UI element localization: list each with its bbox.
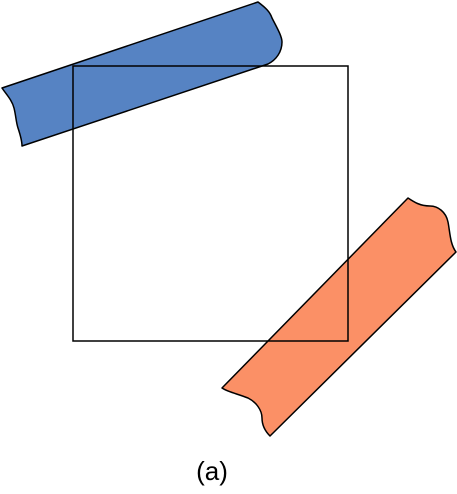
orange-tape-strip bbox=[222, 198, 456, 436]
figure-caption: (a) bbox=[196, 456, 228, 486]
blue-tape-strip bbox=[2, 2, 282, 146]
